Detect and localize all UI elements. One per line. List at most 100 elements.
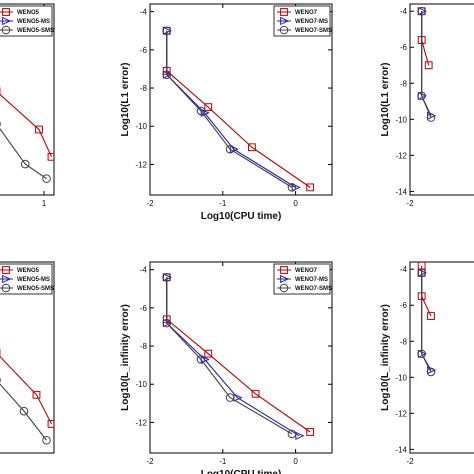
legend-label: WENO5 (17, 268, 40, 274)
y-tick-label: -14 (395, 187, 407, 196)
plot-frame (149, 3, 333, 196)
data-point-marker (287, 183, 297, 192)
y-tick-label: -4 (140, 266, 148, 275)
series-line-weno7-sms (166, 30, 293, 188)
data-point-marker (35, 125, 43, 134)
plot-frame (409, 261, 474, 454)
data-point-marker (306, 428, 315, 436)
plot-frame (0, 261, 55, 454)
data-point-marker (42, 435, 51, 445)
data-point-marker (424, 61, 433, 70)
legend-marker (2, 16, 12, 26)
data-point-marker (204, 103, 213, 112)
y-axis-title: Log10(L1 error) (120, 63, 131, 137)
legend-marker (1, 25, 11, 35)
data-point-marker (162, 272, 172, 282)
data-point-marker (306, 183, 315, 192)
legend-label: WENO7 (295, 268, 318, 274)
data-point-marker (32, 390, 41, 399)
series-line-weno5-sms (0, 383, 47, 441)
y-tick-label: -10 (395, 115, 407, 124)
series-line-series-2 (421, 11, 432, 118)
series-group (0, 87, 54, 183)
legend-marker (280, 266, 288, 274)
legend-box (273, 263, 331, 295)
series-line-weno5-sms (0, 127, 47, 180)
y-tick-label: -4 (400, 7, 408, 16)
data-point-marker (162, 26, 172, 36)
data-point-marker (248, 143, 256, 152)
legend-label: WENO5-MS (17, 277, 50, 283)
data-point-marker (287, 429, 297, 439)
x-axis-title: Log10(CPU time) (201, 469, 282, 474)
y-tick-label: -12 (395, 151, 407, 160)
y-tick-label: -6 (400, 301, 408, 310)
y-tick-label: -12 (395, 409, 407, 418)
series-line-series-2 (421, 272, 432, 373)
data-point-marker (162, 70, 172, 79)
x-tick-label: -2 (406, 199, 414, 208)
data-point-marker (225, 393, 235, 402)
chart-panel-bottom-right: -2 -4 -6 -8 -10 -12 -14 Log10(L_infinity error) (380, 261, 474, 466)
series-line-weno5 (0, 93, 53, 158)
series-group (162, 26, 315, 192)
series-group (417, 262, 437, 377)
series-line-weno7-ms (166, 277, 300, 437)
x-tick-label: -1 (219, 457, 227, 466)
plot-frame (0, 3, 55, 196)
series-line-weno7-sms (166, 277, 293, 435)
series-group (417, 6, 437, 122)
chart-panel-bottom-left: WENO5 WENO5-MS WENO5-SMS (0, 261, 55, 454)
series-group (162, 272, 315, 440)
legend: WENO5 WENO5-MS WENO5-SMS (0, 5, 54, 37)
y-axis-title: Log10(L_infinity error) (120, 304, 131, 411)
chart-panel-top-left: 1 WENO5 WENO5-MS WENO5-SMS (0, 3, 55, 208)
legend-label: WENO7-MS (295, 19, 328, 25)
legend: WENO7 WENO7-MS WENO7-SMS (273, 5, 332, 37)
legend-marker (280, 8, 288, 16)
y-tick-label: -10 (135, 380, 147, 389)
data-point-marker (251, 389, 260, 398)
legend-label: WENO5-SMS (17, 286, 54, 292)
data-point-marker (417, 268, 426, 278)
series-line-weno5 (0, 355, 52, 425)
data-point-marker (19, 406, 29, 416)
x-axis-title: Log10(CPU time) (201, 211, 282, 222)
legend-marker (2, 8, 10, 16)
data-point-marker (426, 113, 436, 122)
data-point-marker (417, 349, 426, 359)
y-tick-label: -12 (135, 160, 147, 169)
data-point-marker (47, 152, 54, 161)
series-line-weno7 (166, 30, 311, 188)
legend-label: WENO7-SMS (295, 28, 332, 34)
y-tick-label: -8 (400, 79, 408, 88)
y-tick-label: -6 (140, 46, 148, 55)
series-line-series-0 (421, 265, 432, 317)
data-point-marker (295, 431, 305, 440)
data-point-marker (427, 312, 435, 320)
legend-label: WENO7-MS (295, 277, 328, 283)
data-point-marker (20, 159, 30, 169)
x-tick-label: 1 (42, 199, 47, 208)
data-point-marker (196, 355, 206, 364)
legend-marker (279, 25, 289, 35)
data-point-marker (426, 367, 436, 377)
y-tick-label: -10 (395, 373, 407, 382)
series-group (0, 349, 54, 445)
legend: WENO5 WENO5-MS WENO5-SMS (0, 263, 54, 295)
x-tick-label: -2 (146, 199, 154, 208)
legend-label: WENO5-MS (17, 19, 50, 25)
plot-frame (149, 261, 333, 454)
data-point-marker (225, 144, 235, 154)
legend-label: WENO7-SMS (295, 286, 332, 292)
x-tick-label: -2 (146, 457, 154, 466)
data-point-marker (42, 174, 51, 183)
data-point-marker (204, 349, 213, 358)
y-tick-label: -4 (140, 8, 148, 17)
y-tick-label: -12 (135, 418, 147, 427)
legend-label: WENO7 (295, 10, 318, 16)
y-axis-title: Log10(L1 error) (380, 63, 391, 137)
